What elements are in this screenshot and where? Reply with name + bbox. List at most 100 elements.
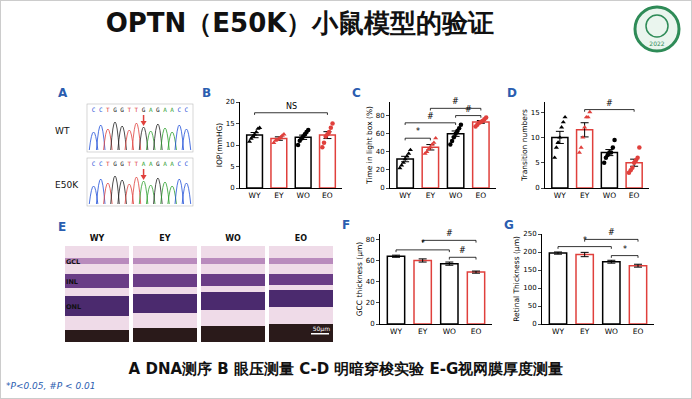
svg-text:200: 200 [523, 248, 536, 256]
svg-text:EY: EY [426, 191, 436, 200]
svg-text:G: G [156, 106, 160, 113]
svg-text:#: # [446, 229, 453, 238]
svg-text:0: 0 [230, 184, 234, 192]
svg-text:EY: EY [580, 327, 590, 336]
svg-text:G: G [156, 160, 160, 167]
svg-text:#: # [465, 105, 472, 114]
svg-text:0: 0 [370, 320, 374, 328]
svg-text:WY: WY [552, 327, 564, 336]
svg-text:100: 100 [523, 284, 536, 292]
svg-text:15: 15 [226, 120, 235, 128]
svg-text:T: T [106, 160, 110, 167]
svg-text:10: 10 [531, 134, 540, 142]
svg-text:WO: WO [225, 234, 241, 243]
svg-text:WY: WY [399, 191, 411, 200]
svg-text:IOP(mmHG): IOP(mmHG) [215, 123, 224, 168]
svg-text:#: # [608, 228, 615, 237]
svg-text:20: 20 [366, 299, 375, 307]
svg-text:EO: EO [471, 327, 482, 336]
svg-text:15: 15 [531, 109, 540, 117]
svg-text:WY: WY [390, 327, 402, 336]
svg-text:#: # [459, 246, 466, 255]
svg-text:T: T [106, 106, 110, 113]
svg-text:*: * [421, 239, 425, 248]
svg-text:G: G [113, 106, 117, 113]
svg-text:G: G [120, 106, 124, 113]
svg-text:C: C [177, 106, 181, 113]
svg-text:Time in light box (%): Time in light box (%) [365, 106, 374, 185]
svg-text:A: A [149, 106, 153, 113]
svg-text:T: T [135, 160, 139, 167]
svg-text:60: 60 [366, 257, 375, 265]
svg-text:0: 0 [380, 184, 384, 192]
svg-text:50: 50 [528, 302, 537, 310]
svg-text:40: 40 [376, 148, 385, 156]
svg-text:EO: EO [476, 191, 487, 200]
svg-text:G: G [142, 106, 146, 113]
svg-text:WO: WO [296, 191, 309, 200]
svg-text:ONL: ONL [66, 303, 81, 311]
svg-text:E50K: E50K [55, 180, 79, 190]
svg-text:WY: WY [90, 234, 105, 243]
svg-text:WO: WO [605, 327, 618, 336]
svg-text:A: A [142, 160, 146, 167]
svg-text:Retinal Thickness (μm): Retinal Thickness (μm) [512, 236, 521, 322]
svg-text:WT: WT [55, 126, 70, 136]
svg-text:20: 20 [226, 98, 235, 106]
svg-text:80: 80 [366, 236, 375, 244]
svg-text:150: 150 [523, 266, 536, 274]
svg-text:WO: WO [443, 327, 456, 336]
svg-text:C: C [92, 106, 96, 113]
svg-text:Transition numbers: Transition numbers [520, 109, 529, 182]
svg-text:EY: EY [159, 234, 170, 243]
svg-text:NS: NS [286, 102, 297, 111]
svg-text:GCC thickness (μm): GCC thickness (μm) [355, 242, 364, 316]
svg-text:*: * [623, 245, 627, 254]
svg-text:GCL: GCL [66, 258, 80, 266]
svg-text:A: A [149, 160, 153, 167]
svg-text:5: 5 [230, 163, 234, 171]
svg-text:EO: EO [633, 327, 644, 336]
svg-text:A: A [163, 160, 167, 167]
svg-text:INL: INL [66, 278, 78, 286]
svg-text:0: 0 [532, 320, 536, 328]
svg-text:A: A [163, 106, 167, 113]
svg-text:C: C [177, 160, 181, 167]
svg-text:WY: WY [554, 191, 566, 200]
svg-text:0: 0 [535, 184, 539, 192]
svg-text:5: 5 [535, 159, 539, 167]
svg-text:EO: EO [322, 191, 333, 200]
svg-text:C: C [99, 106, 103, 113]
svg-text:EO: EO [629, 191, 640, 200]
svg-text:80: 80 [376, 112, 385, 120]
svg-text:A: A [170, 106, 174, 113]
svg-text:T: T [127, 106, 131, 113]
svg-text:A: A [170, 160, 174, 167]
svg-text:EY: EY [418, 327, 428, 336]
svg-text:WO: WO [449, 191, 462, 200]
svg-text:T: T [135, 106, 139, 113]
svg-text:250: 250 [523, 230, 536, 238]
svg-text:EY: EY [580, 191, 590, 200]
svg-text:WO: WO [603, 191, 616, 200]
svg-text:60: 60 [376, 130, 385, 138]
svg-text:G: G [120, 160, 124, 167]
svg-text:40: 40 [366, 278, 375, 286]
svg-text:#: # [452, 97, 459, 106]
svg-text:50μm: 50μm [313, 325, 330, 333]
svg-text:#: # [427, 112, 434, 121]
svg-text:*: * [583, 236, 587, 245]
svg-text:C: C [185, 106, 189, 113]
svg-text:2022: 2022 [649, 40, 664, 47]
svg-text:20: 20 [376, 166, 385, 174]
svg-text:EY: EY [274, 191, 284, 200]
svg-text:C: C [185, 160, 189, 167]
svg-text:*: * [416, 127, 420, 136]
svg-text:C: C [92, 160, 96, 167]
svg-text:WY: WY [249, 191, 261, 200]
svg-text:T: T [127, 160, 131, 167]
svg-text:#: # [606, 99, 613, 108]
svg-text:C: C [99, 160, 103, 167]
svg-text:10: 10 [226, 141, 235, 149]
svg-text:G: G [113, 160, 117, 167]
